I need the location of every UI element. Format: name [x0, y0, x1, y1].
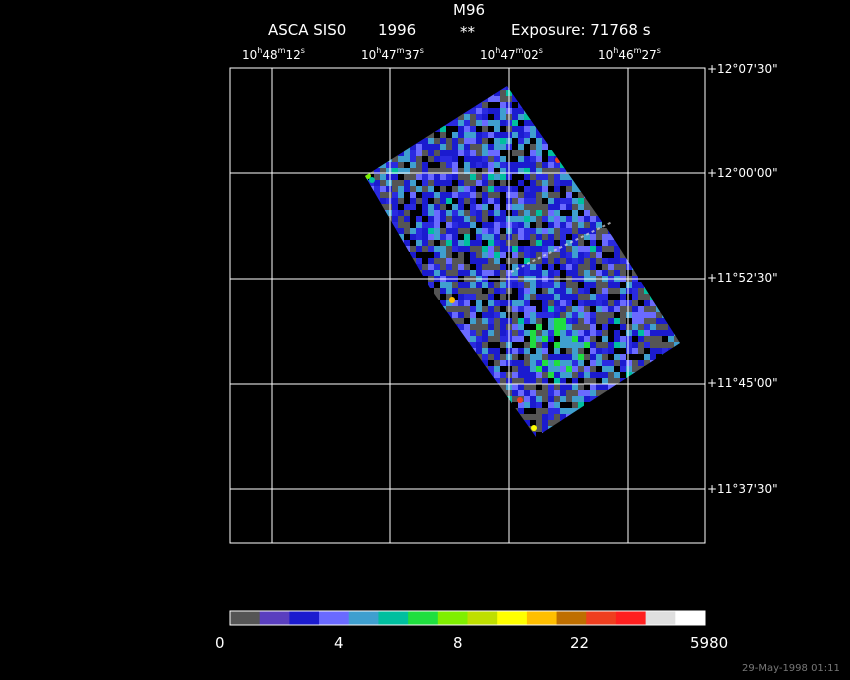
- ra-label: 10h46m27s: [598, 46, 661, 62]
- dec-label: +11°37'30": [707, 482, 778, 496]
- colorbar-swatch: [348, 611, 379, 625]
- colorbar-swatch: [259, 611, 290, 625]
- colorbar-swatch: [289, 611, 320, 625]
- ra-label: 10h48m12s: [242, 46, 305, 62]
- colorbar-swatch: [230, 611, 261, 625]
- coordinate-grid: [229, 67, 706, 544]
- colorbar-label: 5980: [690, 634, 729, 652]
- instrument-label: ASCA SIS0: [268, 21, 347, 39]
- colorbar-swatch: [319, 611, 350, 625]
- dec-label: +12°07'30": [707, 62, 778, 76]
- dec-label: +11°45'00": [707, 376, 778, 390]
- ra-label: 10h47m02s: [480, 46, 543, 62]
- colorbar-swatch: [556, 611, 587, 625]
- exposure-label: Exposure: 71768 s: [511, 21, 651, 39]
- colorbar-swatch: [586, 611, 617, 625]
- stars-label: **: [460, 23, 475, 41]
- timestamp: 29-May-1998 01:11: [742, 663, 840, 674]
- detector-gap: [510, 221, 613, 273]
- object-title: M96: [453, 1, 486, 19]
- colorbar-swatch: [408, 611, 439, 625]
- colorbar-swatch: [615, 611, 647, 625]
- colorbar-swatch: [378, 611, 409, 625]
- colorbar-label: 8: [453, 634, 463, 652]
- colorbar-swatch: [437, 611, 468, 625]
- colorbar-swatch: [497, 611, 528, 625]
- ra-label: 10h47m37s: [361, 46, 424, 62]
- colorbar: [230, 611, 706, 625]
- colorbar-swatch: [675, 611, 706, 625]
- colorbar-swatch: [645, 611, 676, 625]
- colorbar-label: 22: [570, 634, 590, 652]
- dec-label: +12°00'00": [707, 166, 778, 180]
- colorbar-swatch: [526, 611, 558, 625]
- xray-field: [365, 86, 680, 437]
- dec-label: +11°52'30": [707, 271, 778, 285]
- colorbar-label: 0: [215, 634, 225, 652]
- colorbar-swatch: [467, 611, 498, 625]
- year-label: 1996: [378, 21, 417, 39]
- colorbar-frame: [229, 610, 706, 626]
- colorbar-label: 4: [334, 634, 344, 652]
